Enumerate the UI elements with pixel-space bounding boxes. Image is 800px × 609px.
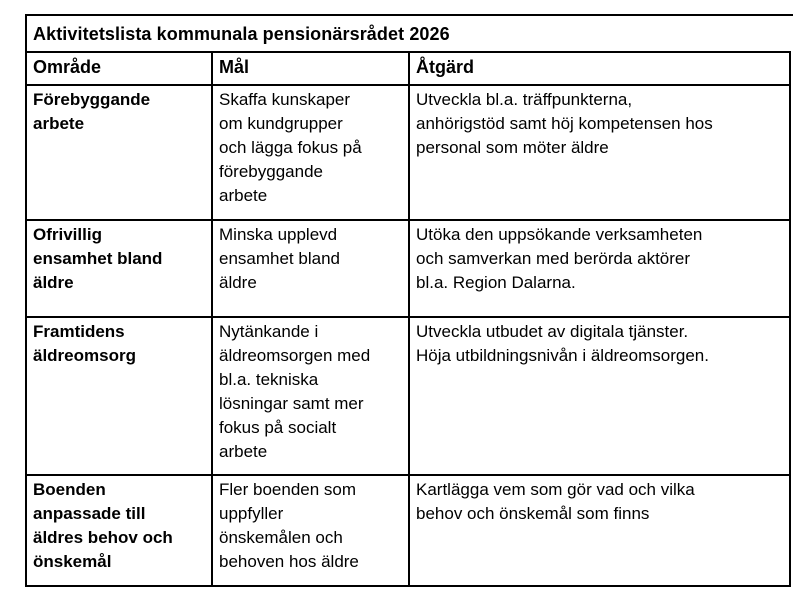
cell-mal: Minska upplevd ensamhet bland äldre [211, 219, 410, 318]
table-row: Förebyggande arbete Skaffa kunskaper om … [25, 84, 791, 221]
cell-omrade: Boenden anpassade till äldres behov och … [25, 474, 213, 587]
table-title: Aktivitetslista kommunala pensionärsråde… [33, 24, 450, 44]
col-header-mal: Mål [211, 51, 410, 86]
activity-table: Område Mål Åtgärd Förebyggande arbete Sk… [25, 51, 791, 587]
cell-omrade: Förebyggande arbete [25, 84, 213, 221]
cell-omrade: Ofrivillig ensamhet bland äldre [25, 219, 213, 318]
cell-mal: Skaffa kunskaper om kundgrupper och lägg… [211, 84, 410, 221]
col-header-omrade: Område [25, 51, 213, 86]
cell-atgard: Kartlägga vem som gör vad och vilka beho… [408, 474, 791, 587]
cell-omrade: Framtidens äldreomsorg [25, 316, 213, 476]
header-row: Område Mål Åtgärd [25, 51, 791, 86]
col-header-atgard: Åtgärd [408, 51, 791, 86]
table-row: Ofrivillig ensamhet bland äldre Minska u… [25, 219, 791, 318]
cell-mal: Nytänkande i äldreomsorgen med bl.a. tek… [211, 316, 410, 476]
cell-atgard: Utöka den uppsökande verksamheten och sa… [408, 219, 791, 318]
cell-mal: Fler boenden som uppfyller önskemålen oc… [211, 474, 410, 587]
table-row: Boenden anpassade till äldres behov och … [25, 474, 791, 587]
cell-atgard: Utveckla utbudet av digitala tjänster. H… [408, 316, 791, 476]
table-title-row: Aktivitetslista kommunala pensionärsråde… [25, 14, 793, 51]
cell-atgard: Utveckla bl.a. träffpunkterna, anhörigst… [408, 84, 791, 221]
table-row: Framtidens äldreomsorg Nytänkande i äldr… [25, 316, 791, 476]
